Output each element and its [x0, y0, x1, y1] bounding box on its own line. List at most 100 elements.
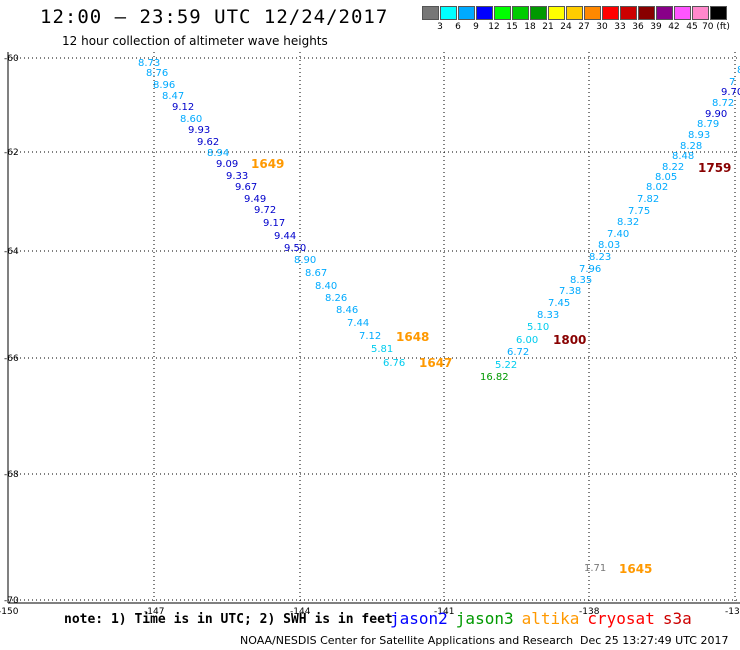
scale-swatch	[440, 6, 457, 20]
latitude-label: -60	[4, 54, 19, 64]
scale-swatch	[422, 6, 439, 20]
wave-height-reading: 8.96	[153, 80, 175, 91]
wave-height-reading: 5.81	[371, 344, 393, 355]
wave-height-reading: 9.12	[172, 102, 194, 113]
scale-swatch	[494, 6, 511, 20]
scale-label: 15	[506, 22, 518, 32]
legend-item-s3a: s3a	[662, 609, 692, 628]
longitude-label: -144	[290, 607, 311, 617]
wave-height-reading: 6.76	[383, 358, 405, 369]
scale-label: 27	[578, 22, 590, 32]
scale-swatch	[566, 6, 583, 20]
scale-label: 45	[686, 22, 698, 32]
wave-height-reading: 8.03	[598, 240, 620, 251]
latitude-label: -68	[4, 470, 19, 480]
pass-time-label: 1649	[251, 157, 284, 171]
scale-swatch	[512, 6, 529, 20]
scale-swatch	[692, 6, 709, 20]
scale-label: 30	[596, 22, 608, 32]
wave-height-reading: 8.28	[680, 141, 702, 152]
wave-height-reading: 8.26	[325, 293, 347, 304]
wave-height-reading: 9.67	[235, 182, 257, 193]
wave-height-reading: 8.48	[672, 151, 694, 162]
longitude-label: -141	[434, 607, 454, 617]
scale-label: 33	[614, 22, 626, 32]
page-subtitle: 12 hour collection of altimeter wave hei…	[62, 34, 328, 48]
scale-label: 6	[455, 22, 461, 32]
credit-text: NOAA/NESDIS Center for Satellite Applica…	[240, 634, 574, 647]
wave-height-reading: 7.38	[559, 286, 581, 297]
longitude-label: -138	[579, 607, 600, 617]
wave-height-reading: 8.67	[305, 268, 327, 279]
wave-height-reading: 8.76	[146, 68, 168, 79]
wave-height-reading: 5.22	[495, 360, 517, 371]
legend-item-cryosat: cryosat	[587, 609, 655, 628]
wave-height-reading: 9.90	[705, 109, 727, 120]
wave-height-reading: 8.33	[537, 310, 559, 321]
scale-swatch	[710, 6, 727, 20]
wave-height-reading: 7	[729, 77, 735, 88]
scale-label: 70 (ft)	[702, 22, 730, 32]
scale-label: 18	[524, 22, 536, 32]
wave-height-reading: 9.93	[188, 125, 210, 136]
wave-height-reading: 5.10	[527, 322, 549, 333]
wave-height-reading: 6.00	[516, 335, 538, 346]
wave-height-reading: 7.12	[359, 331, 381, 342]
wave-height-reading: 8.73	[138, 58, 160, 69]
wave-height-reading: 8.05	[655, 172, 677, 183]
pass-time-label: 1800	[553, 333, 586, 347]
wave-height-reading: 7.45	[548, 298, 570, 309]
wave-height-reading: 9.72	[254, 205, 276, 216]
wave-height-reading: 8.94	[207, 148, 229, 159]
scale-swatch	[638, 6, 655, 20]
wave-height-reading: 9.33	[226, 171, 248, 182]
wave-height-reading: 8.35	[570, 275, 592, 286]
wave-height-reading: 9.70	[721, 87, 740, 98]
color-scale-labels: 3 6 9 12 15 18 21 24 27 30 33 36 39 42 45 70 (ft)	[422, 22, 731, 32]
wave-height-reading: 8.46	[336, 305, 358, 316]
pass-time-label: 1648	[396, 330, 429, 344]
pass-time-label: 1647	[419, 356, 452, 370]
wave-height-reading: 8	[737, 65, 740, 76]
wave-height-reading: 8.90	[294, 255, 316, 266]
scale-swatch	[458, 6, 475, 20]
wave-height-reading: 8.40	[315, 281, 337, 292]
wave-height-reading: 8.60	[180, 114, 202, 125]
satellite-legend: jason2 jason3 altika cryosat s3a	[390, 609, 700, 628]
wave-height-reading: 8.02	[646, 182, 668, 193]
wave-height-reading: 8.72	[712, 98, 734, 109]
scale-swatch	[674, 6, 691, 20]
latitude-label: -64	[4, 247, 19, 257]
wave-height-reading: 9.49	[244, 194, 266, 205]
scale-swatch	[530, 6, 547, 20]
wave-height-reading: 9.44	[274, 231, 296, 242]
wave-height-reading: 6.72	[507, 347, 529, 358]
wave-height-reading: 8.32	[617, 217, 639, 228]
wave-height-reading: 9.50	[284, 243, 306, 254]
scale-label: 36	[632, 22, 644, 32]
scale-label: 21	[542, 22, 554, 32]
color-scale	[422, 6, 728, 20]
wave-height-reading: 9.62	[197, 137, 219, 148]
longitude-label: -150	[0, 607, 19, 617]
longitude-label: -147	[144, 607, 164, 617]
scale-swatch	[656, 6, 673, 20]
pass-time-label: 1759	[698, 161, 731, 175]
wave-height-reading: 8.93	[688, 130, 710, 141]
wave-height-reading: 16.82	[480, 372, 509, 383]
wave-height-reading: 9.17	[263, 218, 285, 229]
wave-height-reading: 7.82	[637, 194, 659, 205]
scale-label: 39	[650, 22, 662, 32]
scale-label: 24	[560, 22, 572, 32]
wave-height-reading: 7.40	[607, 229, 629, 240]
legend-item-jason3: jason3	[455, 609, 514, 628]
wave-height-reading: 9.09	[216, 159, 238, 170]
scale-label: 3	[437, 22, 443, 32]
scale-swatch	[584, 6, 601, 20]
longitude-label: -13	[725, 607, 740, 617]
wave-height-reading: 8.47	[162, 91, 184, 102]
latitude-label: -66	[4, 354, 19, 364]
scale-swatch	[602, 6, 619, 20]
legend-item-altika: altika	[521, 609, 580, 628]
